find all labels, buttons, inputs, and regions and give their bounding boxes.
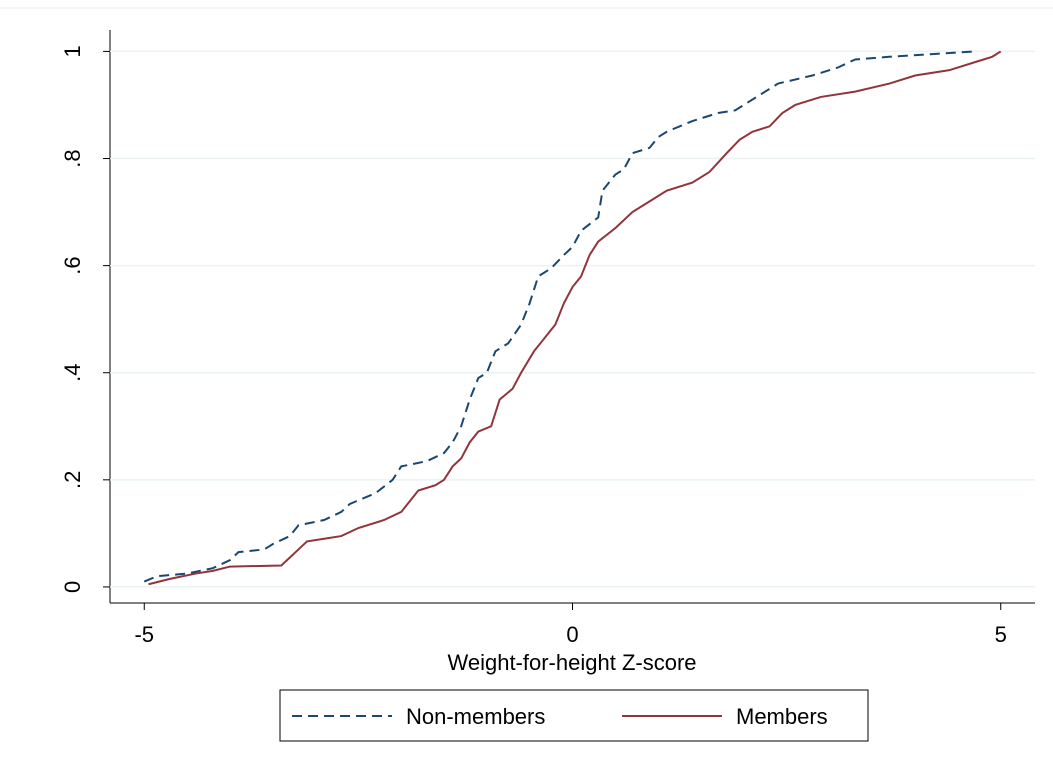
legend-label: Members	[736, 704, 828, 729]
line	[148, 50, 1002, 586]
x-axis-title: Weight-for-height Z-score	[447, 650, 696, 675]
y-tick-label: .2	[60, 471, 85, 489]
x-tick-label: -5	[134, 622, 154, 647]
y-tick-label: .4	[60, 364, 85, 382]
x-tick-label: 0	[566, 622, 578, 647]
y-tick-label: .6	[60, 256, 85, 274]
line	[143, 50, 976, 583]
y-tick-label: .8	[60, 149, 85, 167]
legend-label: Non-members	[406, 704, 545, 729]
y-tick-label: 0	[60, 581, 85, 593]
y-tick-label: 1	[60, 45, 85, 57]
x-tick-label: 5	[995, 622, 1007, 647]
